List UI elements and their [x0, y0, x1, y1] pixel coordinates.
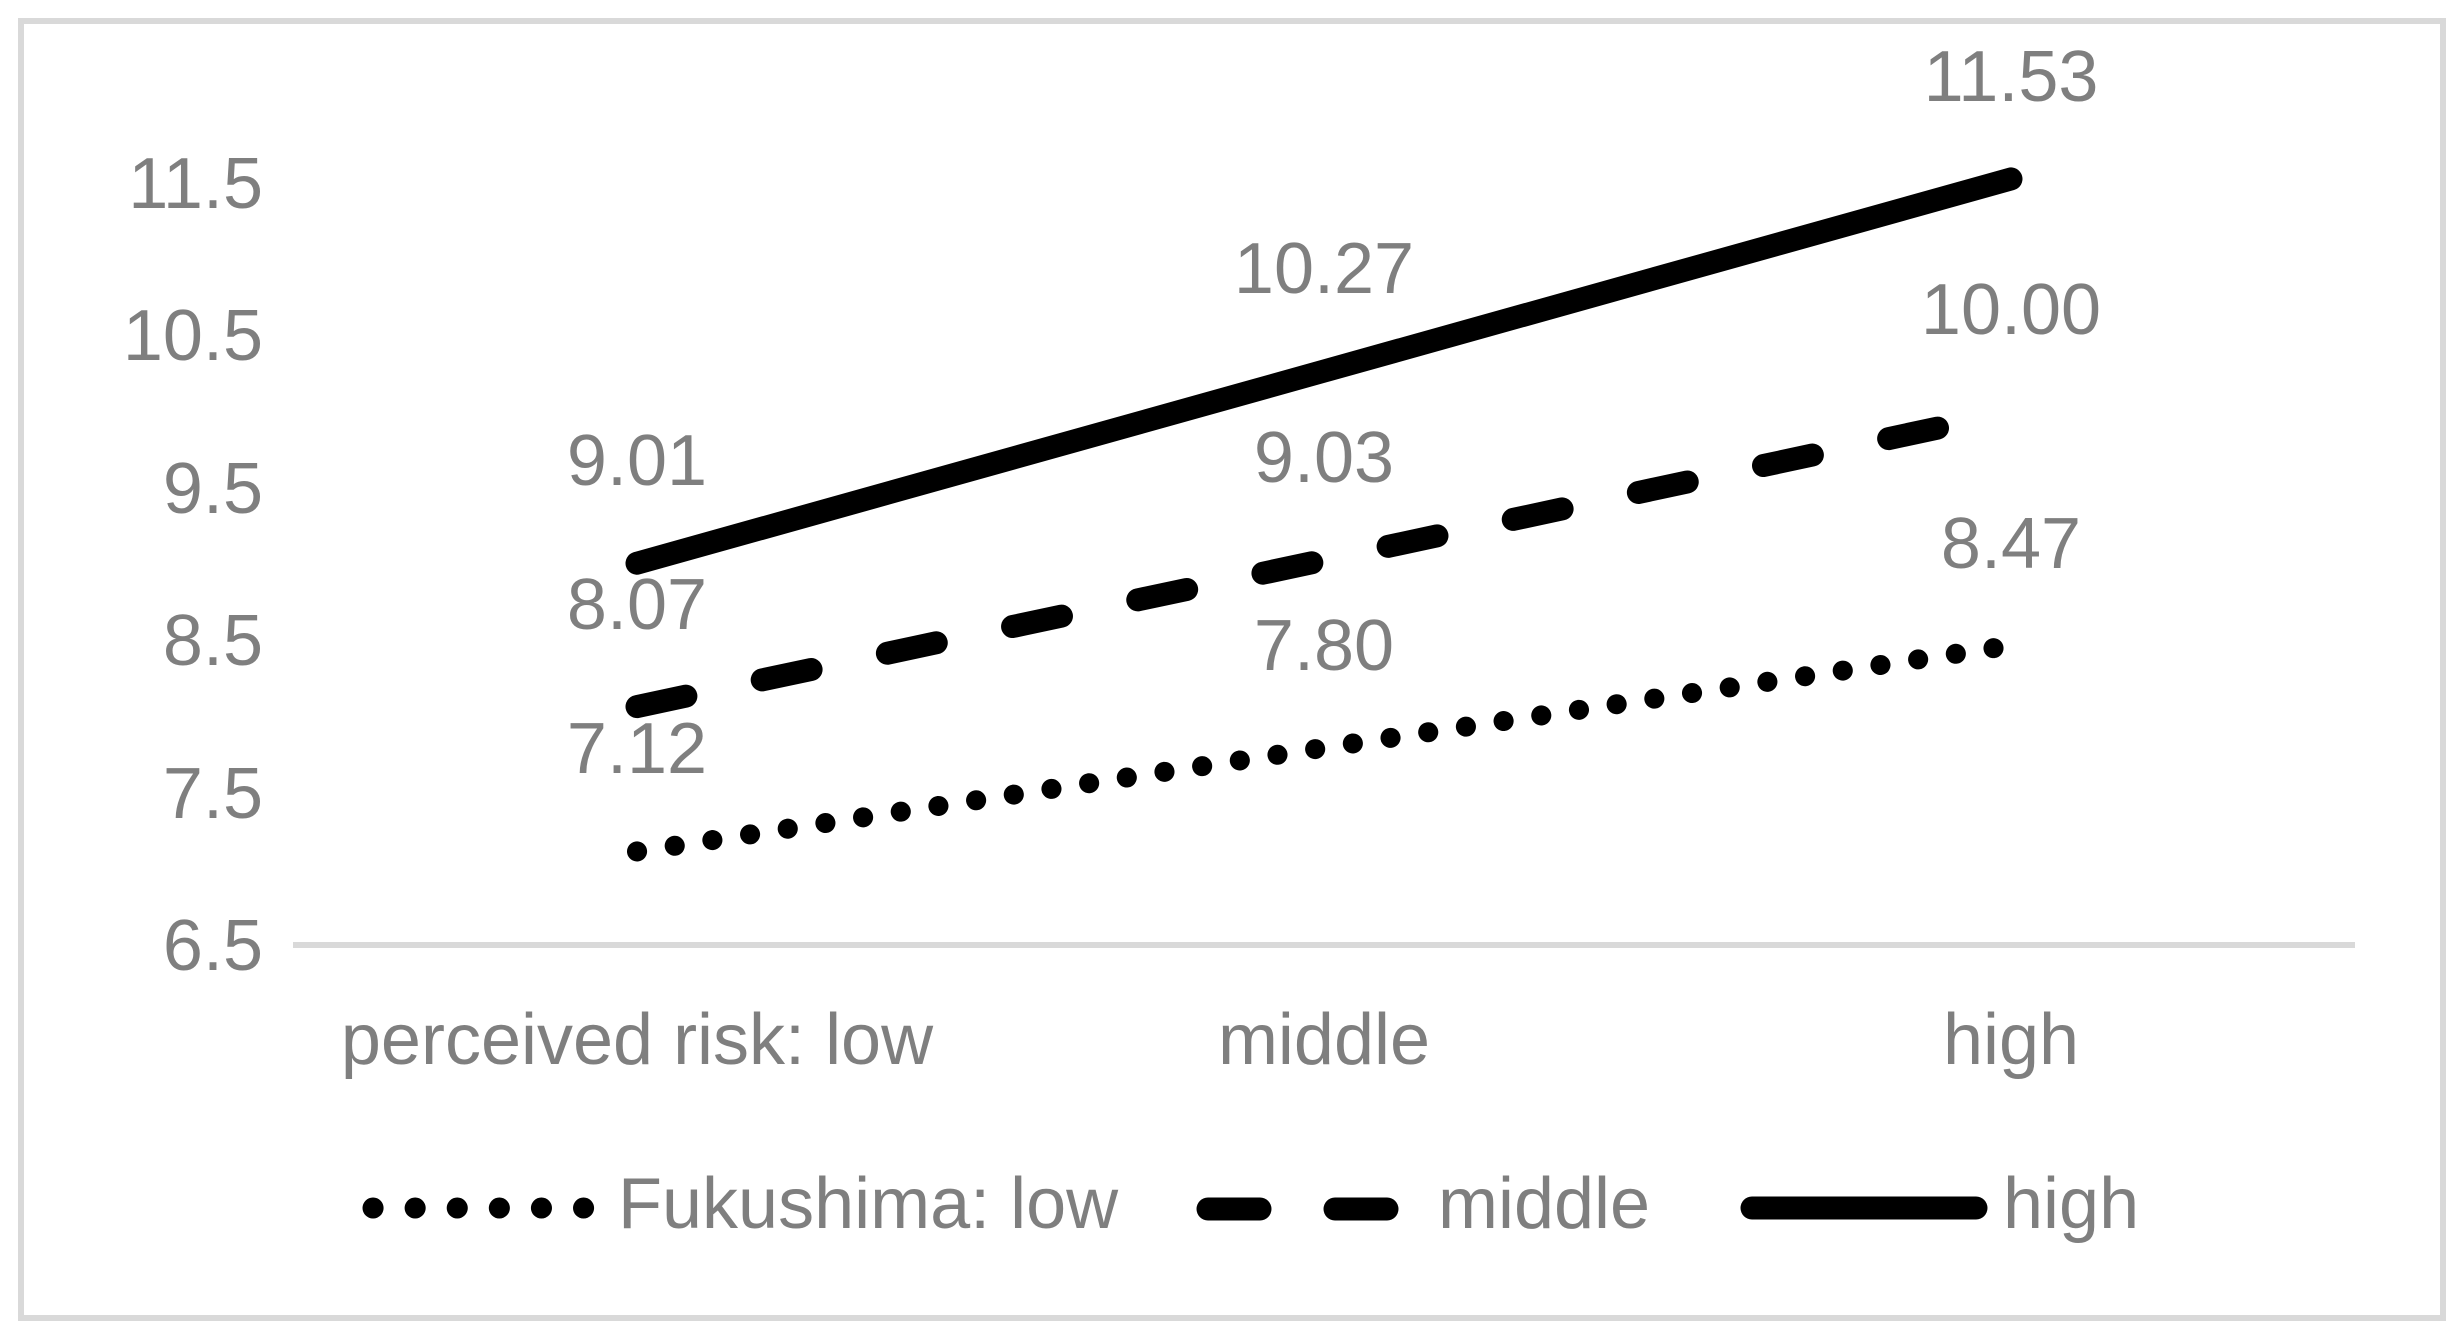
y-axis-tick-label: 11.5: [128, 143, 263, 224]
x-axis-line: [293, 942, 2355, 948]
series-line-dashed: [625, 400, 2023, 719]
data-point-label: 9.03: [1253, 418, 1395, 499]
y-axis-tick-label: 6.5: [162, 906, 263, 986]
y-axis-tick-label: 7.5: [162, 753, 263, 834]
x-axis-category-label: perceived risk: low: [340, 1000, 934, 1080]
legend-dashed-line-icon: [1196, 1197, 1406, 1221]
y-axis-tick-label: 8.5: [162, 601, 263, 681]
x-axis-category-label: middle: [1217, 1000, 1431, 1080]
legend-solid-line-icon: [1740, 1196, 1988, 1220]
data-point-label: 8.47: [1940, 503, 2082, 584]
legend-label-middle: middle: [1438, 1164, 1651, 1244]
legend-label-fukushima-low: Fukushima: low: [618, 1164, 1119, 1244]
legend-dotted-line-icon: [362, 1197, 599, 1219]
data-point-label: 8.07: [566, 564, 708, 645]
data-point-label: 11.53: [1923, 36, 2099, 117]
data-point-label: 10.00: [1920, 270, 2102, 351]
y-axis-tick-label: 9.5: [162, 448, 263, 529]
y-axis-tick-label: 10.5: [122, 296, 263, 376]
data-point-label: 7.80: [1253, 605, 1395, 686]
series-line-dotted: [627, 635, 2021, 862]
data-point-label: 10.27: [1233, 229, 1415, 310]
legend-label-high: high: [2003, 1164, 2140, 1244]
data-point-label: 9.01: [566, 421, 708, 502]
data-point-label: 7.12: [566, 709, 708, 790]
series-line-solid: [625, 167, 2023, 575]
x-axis-category-label: high: [1942, 1000, 2080, 1080]
